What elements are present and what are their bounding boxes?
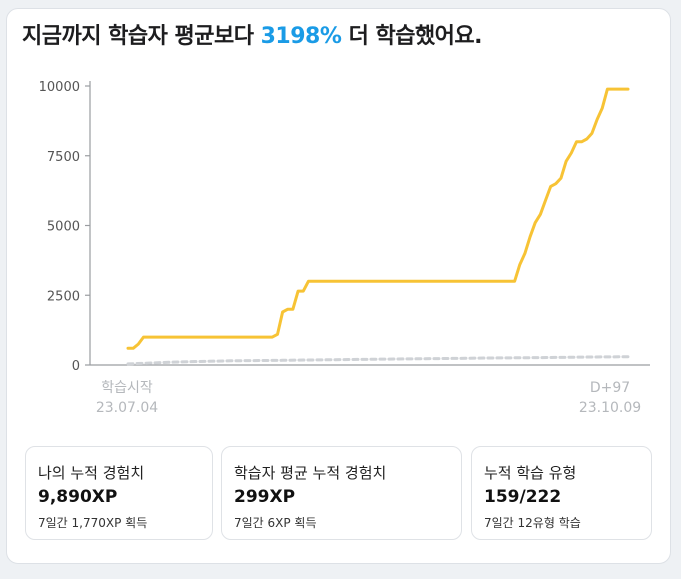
average-xp-line [126,355,630,366]
y-tick-label: 7500 [47,150,80,165]
y-tick-label: 2500 [47,289,80,304]
learned-types-stat-card: 누적 학습 유형 159/222 7일간 12유형 학습 [471,446,652,540]
headline-prefix: 지금까지 학습자 평균보다 [22,24,261,49]
stat-sub: 7일간 1,770XP 획득 [38,516,148,530]
stat-value: 9,890XP [38,487,118,507]
y-tick-label: 0 [72,359,80,374]
stat-label: 나의 누적 경험치 [38,464,145,482]
stat-value: 159/222 [484,487,562,507]
x-start-label: 학습시작 [101,380,153,396]
stat-sub: 7일간 12유형 학습 [484,516,581,530]
headline-suffix: 더 학습했어요. [341,24,483,49]
my-xp-line [126,87,630,350]
x-end-date: 23.10.09 [579,400,641,416]
y-tick-label: 5000 [47,220,80,235]
my-xp-stat-card: 나의 누적 경험치 9,890XP 7일간 1,770XP 획득 [25,446,213,540]
avg-xp-stat-card: 학습자 평균 누적 경험치 299XP 7일간 6XP 획득 [221,446,462,540]
x-start-date: 23.07.04 [96,400,158,416]
headline-percent: 3198% [260,24,342,49]
stat-label: 학습자 평균 누적 경험치 [234,464,387,482]
y-tick-label: 10000 [39,80,80,95]
stat-label: 누적 학습 유형 [484,464,577,482]
x-end-label: D+97 [590,380,630,396]
stat-sub: 7일간 6XP 획득 [234,516,317,530]
page-title: 지금까지 학습자 평균보다 3198% 더 학습했어요. [22,18,483,50]
stat-value: 299XP [234,487,296,507]
xp-line-chart: 10000 7500 5000 2500 0 학습시작 23.07.04 D+97 23.10.… [39,80,650,416]
